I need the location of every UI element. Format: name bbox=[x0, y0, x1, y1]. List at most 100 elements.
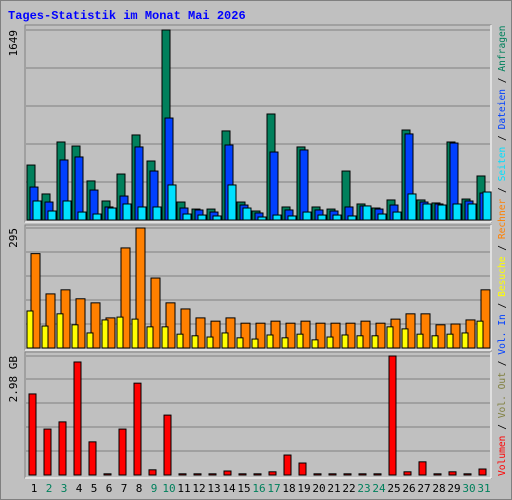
x-tick-label: 15 bbox=[237, 482, 250, 495]
bar bbox=[269, 151, 279, 221]
legend-entry: Vol. In bbox=[497, 314, 508, 354]
bar bbox=[62, 200, 72, 221]
bar bbox=[135, 227, 146, 349]
bar bbox=[116, 316, 124, 349]
legend-separator: / bbox=[497, 418, 508, 435]
bar bbox=[461, 332, 469, 349]
y-tick-label: 2.98 GB bbox=[7, 356, 20, 403]
bar bbox=[133, 382, 142, 476]
bar bbox=[41, 325, 49, 349]
bar bbox=[392, 211, 402, 221]
bar bbox=[386, 326, 394, 349]
x-tick-label: 24 bbox=[372, 482, 386, 495]
bar bbox=[197, 214, 207, 221]
bar bbox=[191, 335, 199, 349]
bar bbox=[75, 298, 86, 349]
bar bbox=[176, 333, 184, 349]
bar bbox=[253, 473, 262, 476]
bar bbox=[476, 320, 484, 349]
bar bbox=[163, 414, 172, 476]
x-tick-label: 27 bbox=[417, 482, 430, 495]
x-tick-label: 29 bbox=[447, 482, 460, 495]
bar bbox=[210, 320, 221, 349]
bar bbox=[407, 193, 417, 221]
bar bbox=[371, 335, 379, 349]
bar bbox=[180, 308, 191, 349]
bar bbox=[77, 211, 87, 221]
bar bbox=[287, 215, 297, 221]
bar bbox=[240, 322, 251, 349]
x-tick-label: 1 bbox=[31, 482, 38, 495]
bar bbox=[161, 326, 169, 349]
bar bbox=[146, 326, 154, 349]
x-tick-label: 6 bbox=[106, 482, 113, 495]
x-tick-label: 20 bbox=[312, 482, 325, 495]
legend-separator: / bbox=[497, 239, 508, 256]
legend-separator: / bbox=[497, 129, 508, 146]
bar bbox=[313, 473, 322, 476]
legend-separator: / bbox=[497, 72, 508, 89]
bar bbox=[311, 339, 319, 349]
bar bbox=[137, 206, 147, 221]
bar bbox=[283, 454, 292, 476]
x-tick-label: 11 bbox=[177, 482, 190, 495]
bar bbox=[360, 320, 371, 349]
legend-entry: Anfragen bbox=[497, 25, 508, 71]
y-tick-label: 295 bbox=[7, 228, 20, 248]
bar bbox=[347, 215, 357, 221]
bar bbox=[71, 324, 79, 349]
bar bbox=[223, 470, 232, 476]
bar bbox=[118, 428, 127, 476]
bar bbox=[122, 203, 132, 221]
bar bbox=[257, 216, 267, 221]
x-tick-label: 23 bbox=[357, 482, 370, 495]
bar bbox=[401, 328, 409, 349]
x-tick-label: 17 bbox=[267, 482, 280, 495]
bar bbox=[30, 253, 41, 349]
bar bbox=[420, 313, 431, 349]
x-tick-label: 12 bbox=[192, 482, 205, 495]
bar bbox=[373, 473, 382, 476]
bar bbox=[315, 322, 326, 349]
bar bbox=[272, 214, 282, 221]
x-tick-label: 26 bbox=[402, 482, 415, 495]
bar bbox=[452, 203, 462, 221]
bar bbox=[221, 332, 229, 349]
x-tick-label: 10 bbox=[162, 482, 175, 495]
bar bbox=[463, 473, 472, 476]
bar bbox=[343, 473, 352, 476]
x-tick-label: 5 bbox=[91, 482, 98, 495]
bar bbox=[298, 462, 307, 476]
bar bbox=[332, 214, 342, 221]
bar bbox=[431, 335, 439, 349]
bar bbox=[90, 302, 101, 349]
bar bbox=[56, 313, 64, 349]
bar bbox=[266, 334, 274, 349]
bar bbox=[299, 149, 309, 221]
x-tick-label: 7 bbox=[121, 482, 128, 495]
bar bbox=[433, 473, 442, 476]
x-tick-label: 8 bbox=[136, 482, 143, 495]
bar bbox=[131, 318, 139, 349]
legend-entry: Volumen bbox=[497, 436, 508, 476]
bar bbox=[227, 184, 237, 221]
bar bbox=[43, 428, 52, 476]
legend-separator: / bbox=[497, 355, 508, 372]
x-tick-label: 9 bbox=[151, 482, 158, 495]
bar bbox=[148, 469, 157, 476]
bar bbox=[482, 191, 492, 221]
x-tick-label: 16 bbox=[252, 482, 265, 495]
legend-entry: Rechner bbox=[497, 199, 508, 240]
bar bbox=[236, 337, 244, 349]
bar bbox=[195, 317, 206, 349]
x-tick-label: 2 bbox=[46, 482, 53, 495]
bar bbox=[107, 207, 117, 221]
panel bbox=[24, 351, 492, 479]
bar bbox=[448, 471, 457, 476]
bar bbox=[422, 203, 432, 221]
x-tick-label: 25 bbox=[387, 482, 400, 495]
bar bbox=[285, 322, 296, 349]
bar bbox=[255, 322, 266, 349]
x-tick-label: 4 bbox=[76, 482, 83, 495]
